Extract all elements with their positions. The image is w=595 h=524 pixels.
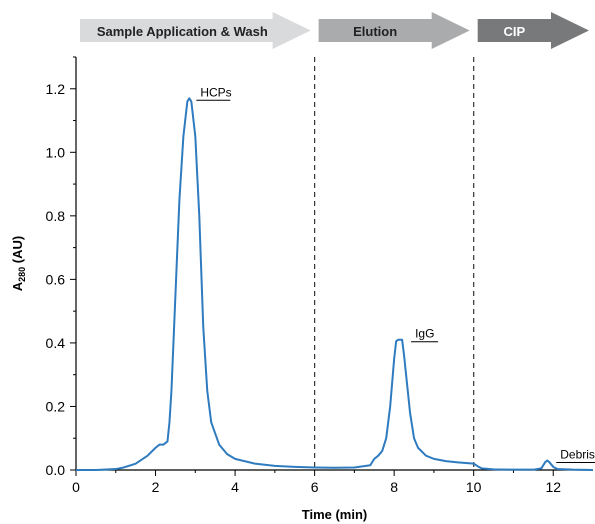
- phase-arrow-1: [80, 12, 311, 49]
- phase-arrow-2: [318, 12, 470, 49]
- y-axis-title-main: A: [10, 281, 25, 291]
- phase-arrow-3: [477, 12, 589, 49]
- x-tick-label: 4: [231, 479, 239, 495]
- annotation-label-3: Debris: [560, 447, 595, 461]
- phase-boundaries: [314, 57, 475, 470]
- y-tick-label: 0.4: [46, 335, 66, 351]
- phase-label-3: CIP: [504, 24, 526, 39]
- annotation-label-2: IgG: [415, 327, 434, 341]
- x-tick-label: 8: [390, 479, 398, 495]
- x-tick-label: 0: [72, 479, 80, 495]
- axes: [75, 57, 593, 471]
- y-tick-label: 1.2: [46, 81, 66, 97]
- y-tick-label: 0.0: [46, 462, 66, 478]
- x-tick-label: 12: [545, 479, 561, 495]
- phase-arrows: Sample Application & Wash Elution CIP: [80, 12, 589, 49]
- y-axis-title-subscript: 280: [17, 267, 27, 282]
- y-axis-title: A280 (AU): [10, 236, 27, 291]
- annotation-label-1: HCPs: [200, 85, 231, 99]
- series-group: [76, 97, 594, 471]
- y-axis-title-unit: (AU): [10, 236, 25, 267]
- x-tick-label: 2: [152, 479, 160, 495]
- x-tick-label: 10: [466, 479, 482, 495]
- y-tick-label: 0.8: [46, 208, 66, 224]
- x-axis-title: Time (min): [302, 507, 368, 522]
- ticks: 0 2 4 6 8 10 12 0.0 0.2 0.4 0.6 0.8 1.0 1.2: [46, 56, 561, 495]
- y-tick-label: 0.6: [46, 271, 66, 287]
- phase-label-1: Sample Application & Wash: [97, 24, 268, 39]
- phase-label-2: Elution: [353, 24, 397, 39]
- annotations: HCPs IgG Debris: [196, 85, 595, 463]
- series-line-1: [76, 97, 594, 471]
- y-tick-label: 1.0: [46, 144, 66, 160]
- y-tick-label: 0.2: [46, 398, 66, 414]
- x-tick-label: 6: [311, 479, 319, 495]
